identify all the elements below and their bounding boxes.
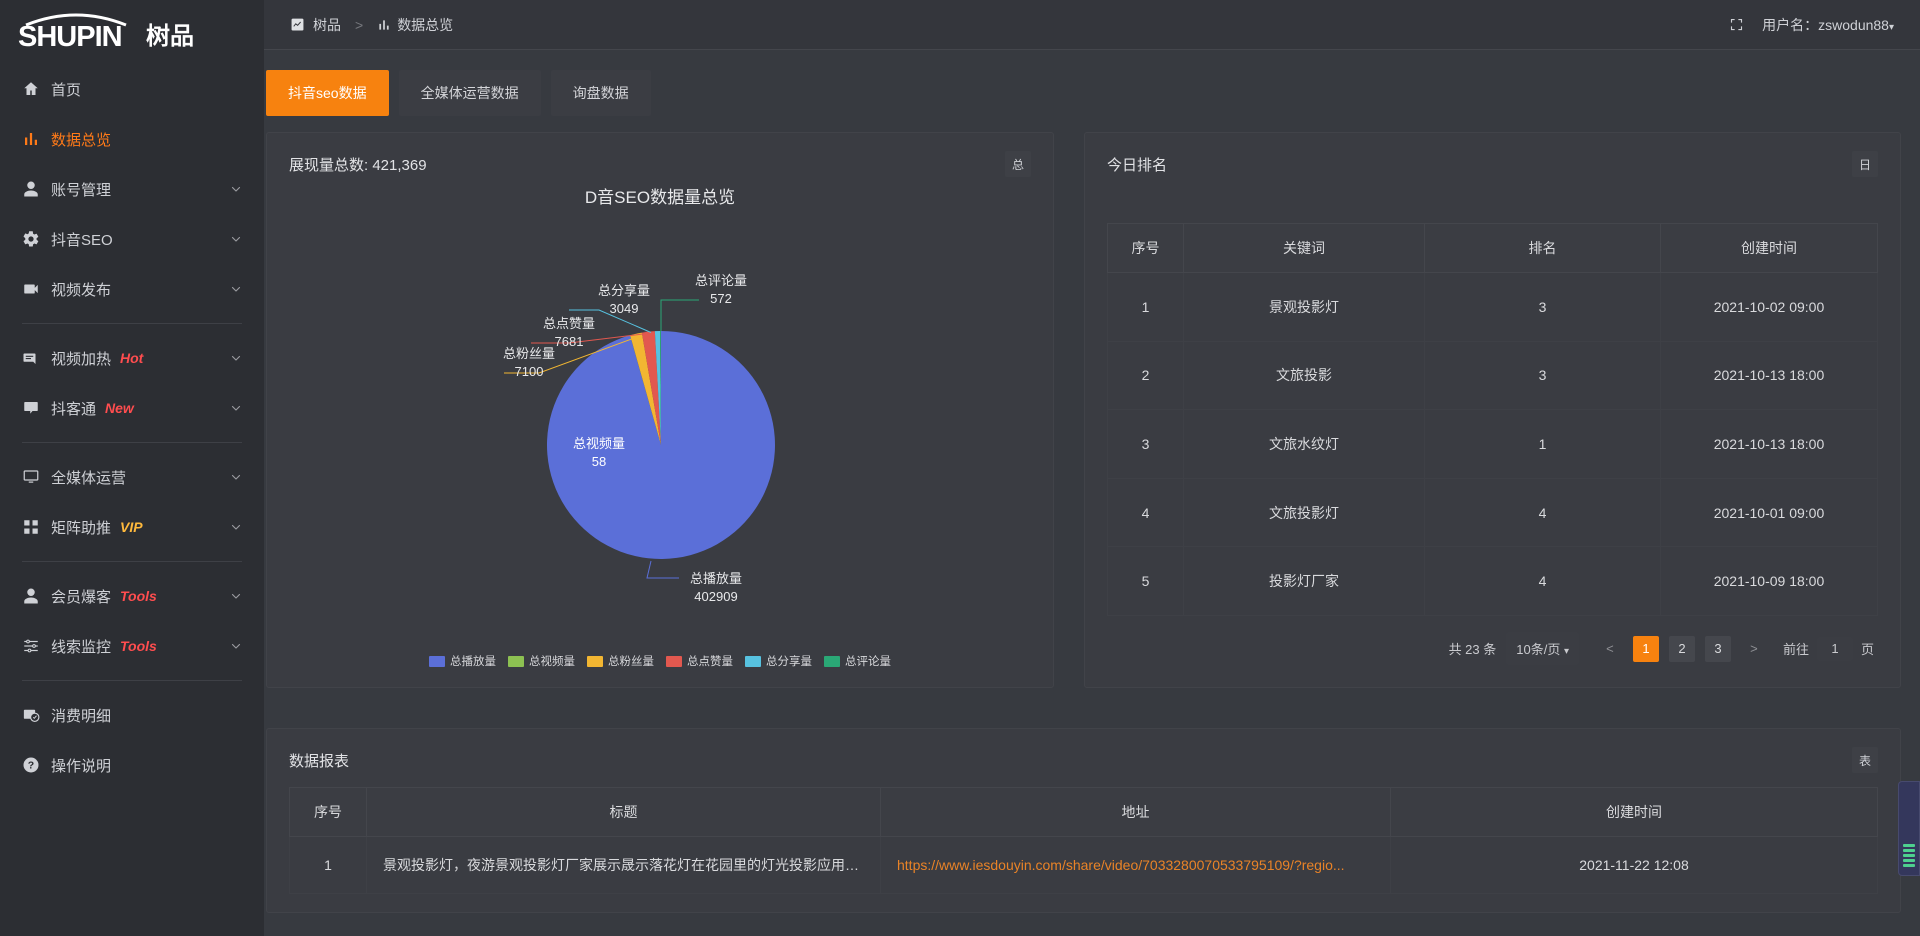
svg-text:总视频量: 总视频量 bbox=[573, 436, 625, 451]
svg-text:7681: 7681 bbox=[555, 334, 584, 349]
svg-text:7100: 7100 bbox=[515, 364, 544, 379]
svg-text:总评论量: 总评论量 bbox=[695, 273, 747, 288]
svg-text:总分享量: 总分享量 bbox=[598, 283, 650, 298]
svg-text:?: ? bbox=[28, 760, 34, 772]
svg-text:58: 58 bbox=[592, 454, 606, 469]
svg-text:3049: 3049 bbox=[610, 301, 639, 316]
svg-text:SHUPIN: SHUPIN bbox=[18, 21, 122, 52]
svg-text:总播放量: 总播放量 bbox=[690, 571, 742, 586]
svg-text:总粉丝量: 总粉丝量 bbox=[503, 346, 555, 361]
svg-text:树品: 树品 bbox=[146, 23, 194, 50]
svg-text:总点赞量: 总点赞量 bbox=[543, 316, 595, 331]
svg-text:402909: 402909 bbox=[694, 589, 737, 604]
svg-text:572: 572 bbox=[710, 291, 732, 306]
